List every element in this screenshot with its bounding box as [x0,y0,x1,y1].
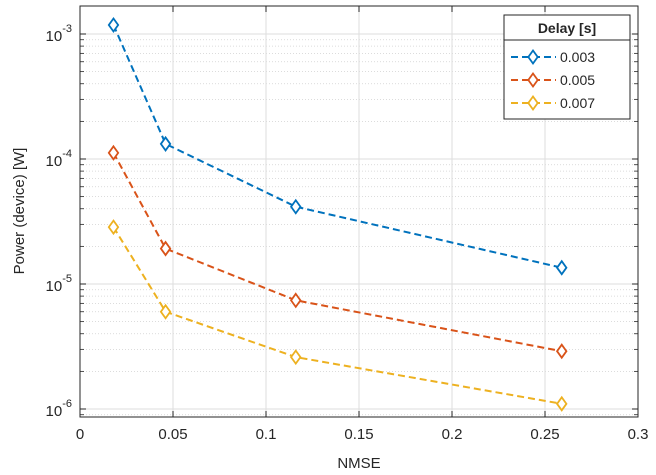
legend-entries: 0.003 0.005 0.007 [511,48,595,112]
legend-label-0.005: 0.005 [560,72,595,88]
series-line-0.005 [112,152,562,353]
data-point-marker [107,144,120,161]
data-point-marker [159,240,172,257]
legend-title: Delay [s] [538,20,596,36]
x-axis-label: NMSE [337,455,380,472]
series-line-0.003 [112,24,562,269]
legend-label-0.007: 0.007 [560,95,595,111]
y-tick-label: 10-5 [46,273,72,295]
legend-marker [527,94,539,112]
y-tick-label: 10-4 [46,148,72,170]
data-point-marker [289,292,302,309]
x-tick-label: 0.15 [344,426,373,443]
data-point-marker [107,16,120,34]
tick-labels: 0 0.05 0.1 0.15 0.2 0.25 0.3 10-6 10-5 10-4 10-3 [46,23,649,443]
legend-marker [527,71,539,89]
data-point-marker [159,135,172,152]
data-point-marker [289,349,302,366]
series-layer [107,16,568,412]
x-tick-label: 0.25 [530,426,559,443]
x-tick-label: 0 [76,426,84,443]
x-tick-label: 0.1 [256,426,277,443]
y-axis-label: Power (device) [W] [11,148,28,275]
data-point-marker [555,395,568,412]
y-tick-label: 10-3 [46,23,72,45]
legend: Delay [s] 0.003 0.005 0.007 [503,14,631,120]
x-tick-label: 0.3 [628,426,649,443]
y-tick-label: 10-6 [46,398,72,420]
legend-label-0.003: 0.003 [560,49,595,65]
series-line-0.007 [112,226,562,405]
data-point-marker [159,303,172,320]
legend-box [503,14,631,120]
data-point-marker [289,198,302,215]
x-tick-label: 0.05 [158,426,187,443]
data-point-marker [555,343,568,360]
data-point-marker [555,259,568,276]
ticks-layer [79,6,639,417]
legend-marker [527,48,539,66]
x-tick-label: 0.2 [442,426,463,443]
data-point-marker [107,219,120,236]
